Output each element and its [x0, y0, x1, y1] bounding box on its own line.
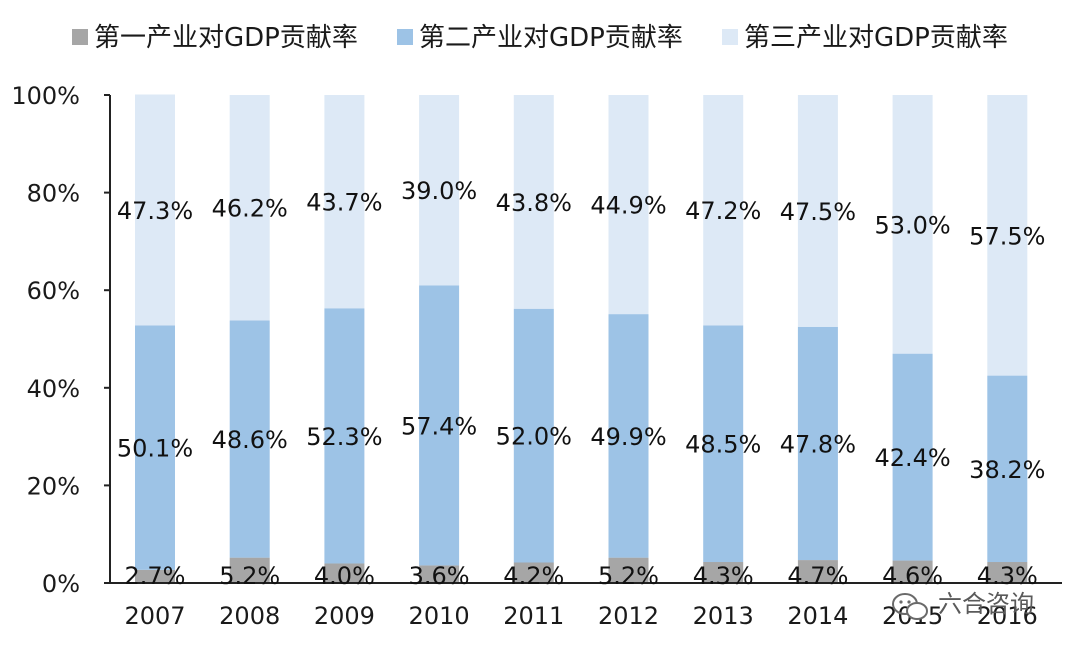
data-label-2013-series-3: 47.2% — [685, 197, 761, 225]
bar-2008-series-2 — [229, 320, 270, 558]
data-label-2012-series-3: 44.9% — [590, 192, 666, 220]
data-label-2011-series-1: 4.2% — [503, 562, 564, 590]
bar-2008-series-3 — [229, 95, 270, 321]
y-tick-label: 0% — [42, 570, 80, 598]
bar-2013-series-2 — [703, 325, 744, 563]
bar-2009-series-3 — [324, 95, 365, 309]
data-label-2016-series-1: 4.3% — [977, 562, 1038, 590]
data-label-2013-series-1: 4.3% — [693, 562, 754, 590]
bar-2016-series-2 — [987, 375, 1028, 563]
data-label-2008-series-1: 5.2% — [219, 562, 280, 590]
bar-2007-series-3 — [135, 94, 175, 326]
bar-2012-series-2 — [608, 314, 649, 558]
legend-label-3: 第三产业对GDP贡献率 — [744, 23, 1008, 53]
y-tick-label: 20% — [27, 472, 80, 500]
wechat-icon — [892, 593, 928, 620]
x-tick-label: 2009 — [314, 602, 375, 630]
bar-2012-series-1 — [608, 557, 649, 583]
axes-group: 0% 20% 40% 60% 80% 100% 2007 2008 2009 2010 2011 20… — [11, 82, 1062, 630]
data-label-2013-series-2: 48.5% — [685, 431, 761, 459]
data-label-2007-series-3: 47.3% — [117, 197, 193, 225]
bar-2007-series-1 — [135, 569, 175, 583]
bar-2010-series-3 — [419, 95, 460, 286]
data-label-2010-series-2: 57.4% — [401, 412, 477, 440]
legend-swatch-3 — [722, 29, 738, 45]
data-label-2008-series-3: 46.2% — [212, 195, 288, 223]
bar-2016-series-1 — [987, 562, 1028, 583]
bar-2013-series-3 — [703, 95, 744, 326]
data-label-2015-series-2: 42.4% — [874, 444, 950, 472]
bar-2014-series-3 — [797, 95, 838, 327]
data-label-2014-series-2: 47.8% — [780, 430, 856, 458]
data-label-2012-series-1: 5.2% — [598, 562, 659, 590]
bar-2011-series-3 — [513, 95, 554, 309]
data-label-2015-series-3: 53.0% — [874, 211, 950, 239]
bar-2010-series-1 — [419, 565, 460, 583]
data-label-2010-series-3: 39.0% — [401, 177, 477, 205]
bar-2010-series-2 — [419, 285, 460, 566]
x-tick-label: 2007 — [124, 602, 185, 630]
data-label-2014-series-3: 47.5% — [780, 198, 856, 226]
x-tick-label: 2008 — [219, 602, 280, 630]
data-label-2009-series-2: 52.3% — [306, 423, 382, 451]
x-tick-label: 2014 — [787, 602, 848, 630]
bar-2014-series-2 — [797, 326, 838, 561]
data-label-2010-series-1: 3.6% — [409, 562, 470, 590]
bar-2016-series-3 — [987, 95, 1028, 376]
data-label-2011-series-3: 43.8% — [496, 189, 572, 217]
bar-2015-series-2 — [892, 353, 933, 561]
legend-label-2: 第二产业对GDP贡献率 — [419, 23, 683, 53]
y-tick-label: 60% — [27, 277, 80, 305]
legend-label-1: 第一产业对GDP贡献率 — [94, 23, 358, 53]
data-label-2007-series-1: 2.7% — [125, 562, 186, 590]
data-label-2012-series-2: 49.9% — [590, 423, 666, 451]
y-tick-label: 80% — [27, 180, 80, 208]
legend-swatch-2 — [397, 29, 413, 45]
data-label-2009-series-3: 43.7% — [306, 189, 382, 217]
data-label-2014-series-1: 4.7% — [787, 562, 848, 590]
bar-2009-series-2 — [324, 308, 365, 564]
watermark-text: 六合咨询 — [938, 590, 1034, 618]
bar-2008-series-1 — [229, 557, 270, 583]
data-labels-group: 2.7% 50.1% 47.3% 5.2% 48.6% 46.2% 4.0% 52.3% 43.… — [117, 177, 1046, 590]
legend-swatch-1 — [72, 29, 88, 45]
bar-2014-series-1 — [797, 560, 838, 583]
x-tick-label: 2016 — [977, 602, 1038, 630]
data-label-2015-series-1: 4.6% — [882, 562, 943, 590]
x-tick-label: 2013 — [693, 602, 754, 630]
bar-2011-series-2 — [513, 308, 554, 563]
bars-group — [135, 94, 1028, 583]
data-label-2009-series-1: 4.0% — [314, 562, 375, 590]
data-label-2016-series-2: 38.2% — [969, 456, 1045, 484]
plot-area: 0% 20% 40% 60% 80% 100% 2007 2008 2009 2010 2011 20… — [11, 82, 1062, 630]
watermark: 六合咨询 — [892, 590, 1034, 620]
data-label-2011-series-2: 52.0% — [496, 423, 572, 451]
data-label-2007-series-2: 50.1% — [117, 435, 193, 463]
y-tick-label: 100% — [11, 82, 80, 110]
legend: 第一产业对GDP贡献率 第二产业对GDP贡献率 第三产业对GDP贡献率 — [72, 23, 1008, 53]
y-tick-label: 40% — [27, 375, 80, 403]
data-label-2008-series-2: 48.6% — [212, 426, 288, 454]
bar-2013-series-1 — [703, 562, 744, 583]
x-tick-label: 2010 — [409, 602, 470, 630]
bar-2012-series-3 — [608, 95, 649, 315]
bar-2015-series-1 — [892, 560, 933, 583]
bar-2009-series-1 — [324, 563, 365, 583]
data-label-2016-series-3: 57.5% — [969, 222, 1045, 250]
bar-2011-series-1 — [513, 562, 554, 583]
bar-2015-series-3 — [892, 95, 933, 354]
bar-2007-series-2 — [135, 325, 175, 570]
x-tick-label: 2011 — [503, 602, 564, 630]
x-tick-label: 2012 — [598, 602, 659, 630]
